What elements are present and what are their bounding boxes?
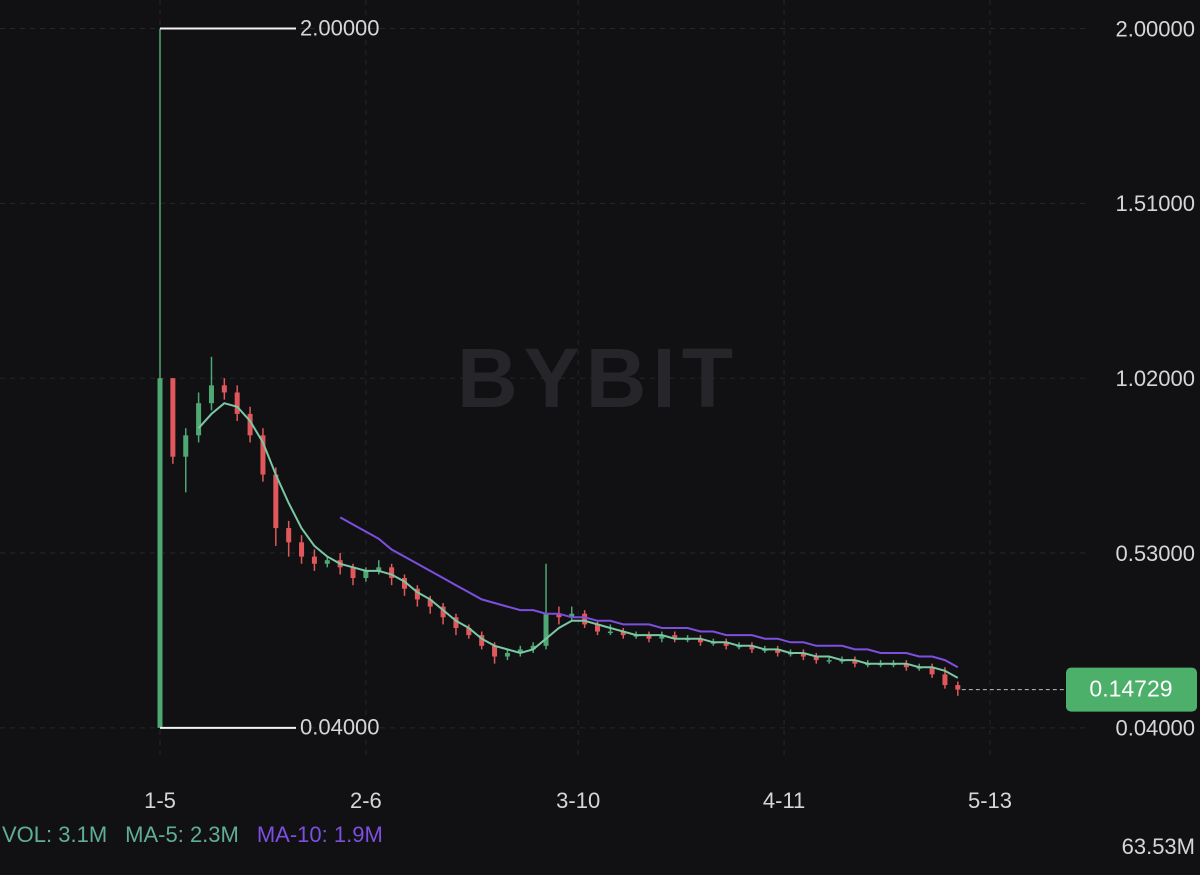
candle-body <box>826 660 832 662</box>
candle-body <box>479 635 485 646</box>
candle-body <box>543 613 549 646</box>
candle-body <box>852 660 858 664</box>
candle-body <box>350 567 356 579</box>
candle-body <box>607 631 613 634</box>
candle-body <box>530 645 536 650</box>
candle-body <box>170 378 176 457</box>
candle-body <box>646 635 652 639</box>
candle-body <box>595 624 601 632</box>
x-tick-label: 1-5 <box>144 788 176 813</box>
y-tick-label: 1.02000 <box>1115 366 1195 391</box>
candle-body <box>286 528 292 543</box>
candle-body <box>466 627 472 636</box>
last-price-label: 0.14729 <box>1089 676 1172 702</box>
volume-axis-label: 63.53M <box>1122 834 1195 859</box>
candle-body <box>221 385 227 393</box>
x-tick-label: 2-6 <box>350 788 382 813</box>
candle-body <box>311 556 317 564</box>
candle-body <box>620 631 626 636</box>
low-marker-label: 0.04000 <box>300 715 380 740</box>
candle-body <box>260 435 266 475</box>
x-tick-label: 3-10 <box>556 788 600 813</box>
candle-body <box>517 649 523 653</box>
candle-body <box>427 599 433 607</box>
candle-body <box>157 378 163 728</box>
candle-body <box>749 645 755 650</box>
volume-legend-item: VOL: 3.1M <box>2 822 107 847</box>
candle-body <box>775 649 781 653</box>
candle-body <box>942 674 948 686</box>
x-tick-label: 4-11 <box>763 788 805 813</box>
y-tick-label: 1.51000 <box>1115 191 1195 216</box>
candle-body <box>672 635 678 639</box>
candle-body <box>440 606 446 618</box>
candle-body <box>569 613 575 618</box>
moving-average-line <box>197 402 959 679</box>
candle-body <box>492 645 498 657</box>
candle-body <box>376 567 382 571</box>
volume-legend-item: MA-5: 2.3M <box>125 822 239 847</box>
candle-body <box>363 570 369 579</box>
candle-body <box>453 617 459 628</box>
candle-body <box>903 663 909 668</box>
watermark: BYBIT <box>457 331 739 425</box>
candle-body <box>247 413 253 436</box>
candle-body <box>389 567 395 579</box>
candle-body <box>723 642 729 646</box>
candle-body <box>273 474 279 529</box>
candle-body <box>955 685 961 690</box>
x-tick-label: 5-13 <box>968 788 1012 813</box>
high-marker-label: 2.00000 <box>300 15 380 40</box>
candle-body <box>401 578 407 589</box>
y-tick-label: 0.53000 <box>1115 541 1195 566</box>
y-tick-label: 0.04000 <box>1115 716 1195 741</box>
y-tick-label: 2.00000 <box>1115 16 1195 41</box>
candle-body <box>234 392 240 414</box>
candle-body <box>208 385 214 404</box>
candle-body <box>697 638 703 643</box>
candle-body <box>659 635 665 639</box>
last-price-box <box>1066 667 1197 712</box>
candle-body <box>414 588 420 600</box>
candle-body <box>556 613 562 618</box>
candle-body <box>299 542 305 557</box>
candle-body <box>800 652 806 657</box>
candle-body <box>929 667 935 675</box>
candle-body <box>183 435 189 457</box>
candle-body <box>813 656 819 661</box>
candle-body <box>504 652 510 657</box>
candle-body <box>196 403 202 436</box>
candle-body <box>324 560 330 564</box>
moving-average-line <box>339 516 959 669</box>
candle-body <box>582 613 588 625</box>
volume-legend-item: MA-10: 1.9M <box>257 822 383 847</box>
